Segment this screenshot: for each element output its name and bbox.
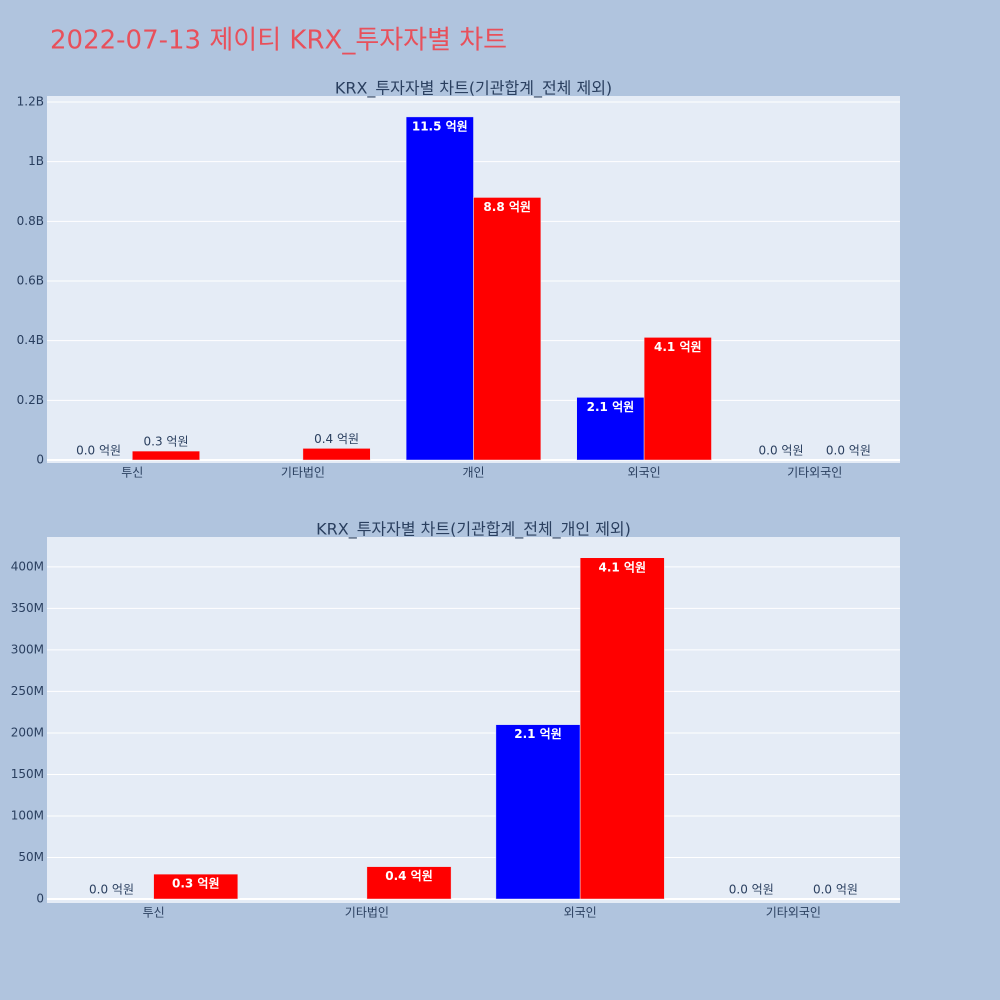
bar <box>132 450 200 461</box>
chart-title: KRX_투자자별 차트(기관합계_전체 제외) <box>335 79 612 99</box>
y-tick-label: 0.2B <box>17 393 44 407</box>
x-tick-label: 기타외국인 <box>766 906 821 920</box>
value-label: 0.3 억원 <box>144 435 189 449</box>
y-tick-label: 0.8B <box>17 214 44 228</box>
bar <box>576 397 645 461</box>
y-tick-label: 0 <box>36 892 44 906</box>
y-tick-label: 250M <box>11 684 44 698</box>
y-tick-label: 150M <box>11 767 44 781</box>
bar <box>495 724 581 900</box>
y-tick-label: 100M <box>11 808 44 822</box>
y-tick-label: 400M <box>11 559 44 573</box>
value-label: 0.4 억원 <box>314 432 359 446</box>
bar <box>643 337 712 461</box>
y-tick-label: 0.4B <box>17 333 44 347</box>
bar <box>302 448 371 461</box>
chart-title: KRX_투자자별 차트(기관합계_전체_개인 제외) <box>316 520 631 540</box>
y-tick-label: 200M <box>11 725 44 739</box>
value-label: 0.3 억원 <box>172 877 220 891</box>
y-tick-label: 1.2B <box>17 94 44 108</box>
value-label: 0.0 억원 <box>89 883 134 897</box>
y-tick-label: 0.6B <box>17 273 44 287</box>
bar <box>153 873 239 900</box>
y-tick-label: 50M <box>18 850 44 864</box>
value-label: 0.0 억원 <box>826 444 871 458</box>
bar <box>579 557 665 900</box>
bar <box>366 866 452 900</box>
y-tick-label: 1B <box>28 154 44 168</box>
page-title: 2022-07-13 제이티 KRX_투자자별 차트 <box>50 26 507 56</box>
value-label: 4.1 억원 <box>654 340 702 354</box>
value-label: 11.5 억원 <box>412 119 468 133</box>
x-tick-label: 개인 <box>462 466 484 480</box>
value-label: 0.0 억원 <box>813 883 858 897</box>
bar <box>473 197 542 461</box>
value-label: 0.4 억원 <box>385 869 433 883</box>
bar <box>405 116 474 461</box>
x-tick-label: 기타외국인 <box>787 466 842 480</box>
x-tick-label: 외국인 <box>628 466 661 480</box>
x-tick-label: 외국인 <box>564 906 597 920</box>
y-tick-label: 0 <box>36 453 44 467</box>
plot-area <box>47 537 900 903</box>
value-label: 0.0 억원 <box>759 444 804 458</box>
x-tick-label: 투신 <box>143 906 165 920</box>
value-label: 2.1 억원 <box>514 727 562 741</box>
value-label: 4.1 억원 <box>598 560 646 574</box>
x-tick-label: 기타법인 <box>345 906 389 920</box>
y-tick-label: 350M <box>11 601 44 615</box>
value-label: 0.0 억원 <box>729 883 774 897</box>
y-tick-label: 300M <box>11 642 44 656</box>
value-label: 2.1 억원 <box>587 400 635 414</box>
x-tick-label: 투신 <box>121 466 143 480</box>
value-label: 0.0 억원 <box>76 444 121 458</box>
value-label: 8.8 억원 <box>483 200 531 214</box>
x-tick-label: 기타법인 <box>281 466 325 480</box>
